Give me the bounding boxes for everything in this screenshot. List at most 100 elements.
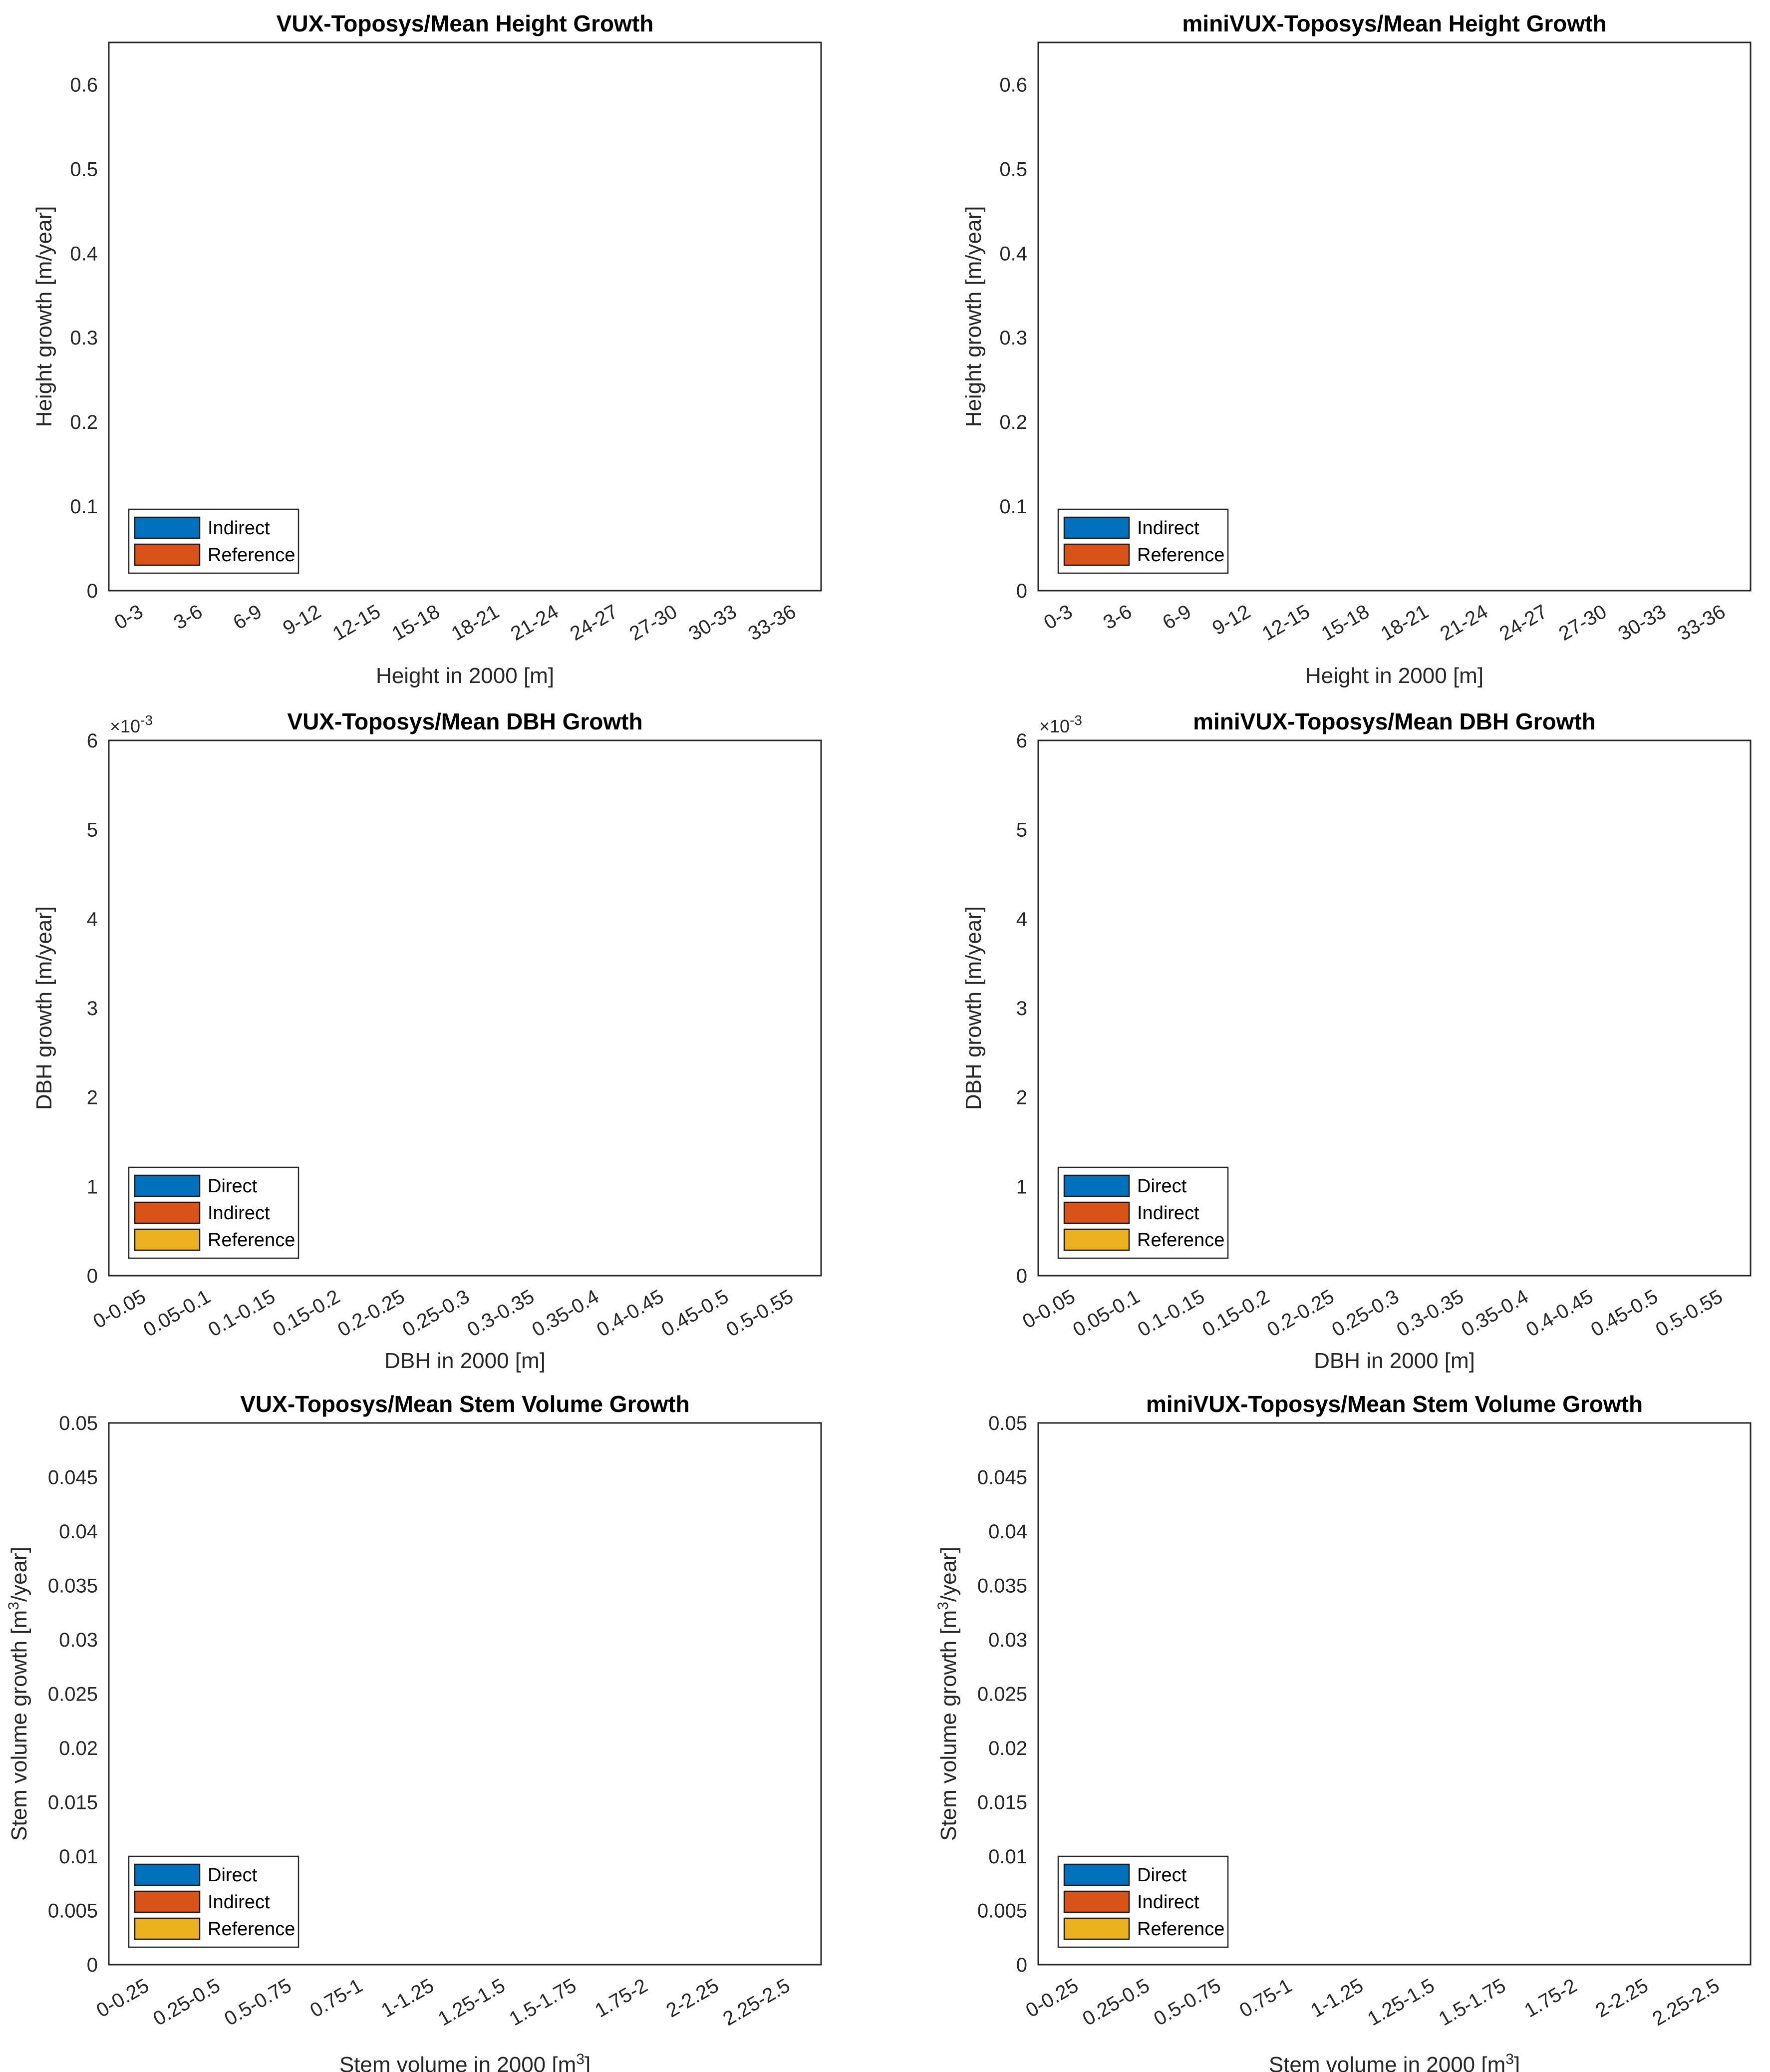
- x-tick-label: 2-2.25: [1592, 1975, 1652, 2022]
- y-tick-label: 0.005: [48, 1900, 98, 1922]
- x-tick-label: 0.75-1: [1236, 1975, 1296, 2022]
- y-tick-label: 0.015: [977, 1792, 1027, 1814]
- legend-label: Reference: [1137, 545, 1224, 566]
- y-tick-label: 0.2: [999, 411, 1027, 433]
- chart-title: VUX-Toposys/Mean DBH Growth: [287, 708, 642, 734]
- y-tick-label: 0: [1016, 1954, 1027, 1976]
- x-tick-label: 12-15: [1258, 601, 1314, 645]
- legend-swatch-reference: [1063, 543, 1130, 566]
- x-axis-label: Height in 2000 [m]: [1305, 664, 1483, 688]
- x-tick-label: 15-18: [388, 601, 444, 645]
- x-tick-label: 0-0.25: [1022, 1975, 1082, 2022]
- x-tick-label: 24-27: [1496, 601, 1551, 645]
- y-tick-label: 5: [87, 819, 98, 841]
- x-tick-label: 30-33: [685, 601, 741, 645]
- y-tick-label: 0.05: [988, 1412, 1027, 1434]
- y-tick-label: 0.02: [59, 1737, 98, 1759]
- x-tick-label: 0.35-0.4: [1458, 1286, 1532, 1341]
- legend-label: Direct: [208, 1176, 258, 1197]
- legend-swatch-indirect: [134, 1890, 201, 1913]
- y-tick-label: 0.015: [48, 1792, 98, 1814]
- legend: Indirect Reference: [1057, 508, 1229, 574]
- y-tick-label: 0.03: [59, 1629, 98, 1651]
- legend-swatch-indirect: [1063, 1890, 1130, 1913]
- y-tick-label: 0.01: [59, 1846, 98, 1868]
- legend-label: Reference: [208, 545, 295, 566]
- y-axis-label: Stem volume growth [m3/year]: [935, 1547, 961, 1841]
- legend-swatch-direct: [134, 1174, 201, 1197]
- legend: Direct Indirect Reference: [1057, 1166, 1229, 1259]
- y-tick-label: 0.035: [48, 1575, 98, 1597]
- x-tick-label: 1-1.25: [1307, 1975, 1367, 2022]
- x-tick-label: 0.25-0.3: [1328, 1286, 1403, 1341]
- y-tick-label: 2: [87, 1087, 98, 1109]
- x-tick-label: 24-27: [567, 601, 622, 645]
- x-tick-label: 33-36: [1674, 601, 1729, 645]
- axis-frame: [108, 41, 822, 592]
- x-tick-label: 30-33: [1615, 601, 1670, 645]
- y-tick-label: 0.3: [999, 327, 1027, 349]
- x-tick-label: 0.3-0.35: [464, 1286, 538, 1341]
- legend: Direct Indirect Reference: [128, 1855, 299, 1948]
- legend-label: Indirect: [208, 518, 270, 539]
- y-tick-label: 0.025: [977, 1684, 1027, 1706]
- y-tick-label: 6: [1016, 730, 1027, 752]
- y-tick-label: 0: [87, 1954, 98, 1976]
- chart-panel-p2: 0 0.1 0.2 0.3 0.4 0.5 0.6 0-3 3-6 6-9 9-12 12-15 15-…: [961, 10, 1752, 688]
- x-tick-label: 33-36: [744, 601, 800, 645]
- x-tick-label: 6-9: [230, 601, 266, 634]
- y-tick-label: 0.6: [999, 74, 1027, 96]
- x-tick-label: 0.4-0.45: [593, 1286, 667, 1341]
- x-tick-label: 1.25-1.5: [434, 1975, 509, 2030]
- y-tick-label: 0.5: [70, 158, 98, 180]
- y-tick-label: 0.025: [48, 1684, 98, 1706]
- legend-label: Direct: [1137, 1176, 1187, 1197]
- legend-label: Reference: [208, 1230, 295, 1251]
- x-tick-label: 18-21: [1377, 601, 1433, 645]
- legend-label: Indirect: [208, 1892, 270, 1913]
- x-tick-label: 0-0.05: [1019, 1286, 1079, 1333]
- x-tick-label: 0-0.25: [93, 1975, 153, 2022]
- x-tick-label: 0.25-0.5: [149, 1975, 224, 2030]
- y-axis-label: DBH growth [m/year]: [32, 906, 56, 1110]
- y-tick-label: 4: [1016, 908, 1027, 930]
- legend-label: Reference: [208, 1919, 295, 1940]
- x-tick-label: 1.25-1.5: [1364, 1975, 1438, 2030]
- x-tick-label: 6-9: [1159, 601, 1195, 634]
- x-tick-label: 0.4-0.45: [1522, 1286, 1597, 1341]
- x-tick-label: 0.25-0.5: [1079, 1975, 1153, 2030]
- x-tick-label: 1.75-2: [1521, 1975, 1581, 2022]
- x-tick-label: 21-24: [1437, 601, 1492, 645]
- x-tick-label: 0.45-0.5: [658, 1286, 732, 1341]
- y-tick-label: 0.045: [977, 1467, 1027, 1489]
- x-tick-label: 0.05-0.1: [1069, 1286, 1144, 1341]
- y-tick-label: 5: [1016, 819, 1027, 841]
- y-tick-label: 0.6: [70, 74, 98, 96]
- y-tick-label: 0.04: [59, 1521, 98, 1543]
- y-tick-label: 2: [1016, 1087, 1027, 1109]
- legend-swatch-reference: [134, 1228, 201, 1251]
- x-axis-label: DBH in 2000 [m]: [1314, 1349, 1475, 1373]
- x-tick-label: 0.15-0.2: [1198, 1286, 1273, 1341]
- x-tick-label: 0.5-0.55: [1652, 1286, 1727, 1341]
- x-tick-label: 0.2-0.25: [334, 1286, 408, 1341]
- chart-title: miniVUX-Toposys/Mean Height Growth: [1182, 10, 1606, 36]
- x-tick-label: 0.2-0.25: [1263, 1286, 1338, 1341]
- x-tick-label: 15-18: [1318, 601, 1373, 645]
- axis-frame: [1037, 41, 1752, 592]
- legend-swatch-reference: [134, 1917, 201, 1940]
- y-axis-label: Stem volume growth [m3/year]: [5, 1547, 32, 1841]
- y-tick-label: 0.4: [70, 243, 98, 265]
- y-tick-label: 0.4: [999, 243, 1027, 265]
- x-tick-label: 0.05-0.1: [140, 1286, 214, 1341]
- legend-swatch-direct: [134, 1863, 201, 1886]
- x-tick-label: 9-12: [1208, 601, 1254, 640]
- x-tick-label: 0.1-0.15: [1134, 1286, 1208, 1341]
- x-tick-label: 0.1-0.15: [205, 1286, 279, 1341]
- x-tick-label: 27-30: [1555, 601, 1611, 645]
- x-tick-label: 0.25-0.3: [399, 1286, 473, 1341]
- legend: Direct Indirect Reference: [128, 1166, 299, 1259]
- legend-swatch-indirect: [1063, 516, 1130, 539]
- chart-title: miniVUX-Toposys/Mean DBH Growth: [1193, 708, 1596, 734]
- y-tick-label: 0: [87, 1265, 98, 1287]
